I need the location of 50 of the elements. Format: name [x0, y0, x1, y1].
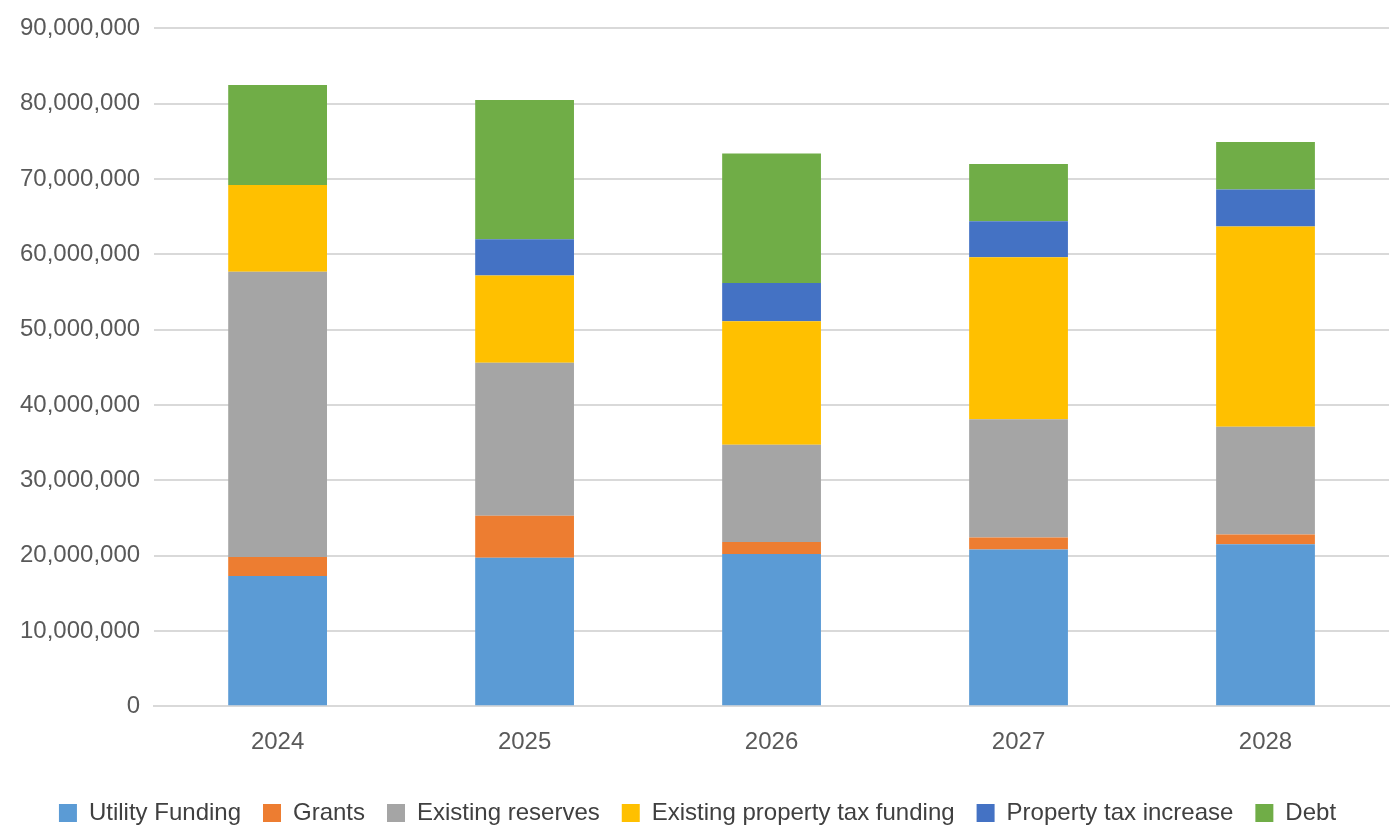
bar [475, 99, 574, 240]
y-tick-label: 70,000,000 [19, 163, 141, 191]
bar [722, 554, 821, 706]
legend-label: Debt [1285, 797, 1337, 825]
bar [969, 537, 1068, 550]
y-tick-label: 50,000,000 [19, 314, 141, 342]
bar [228, 575, 327, 706]
bar [1216, 226, 1315, 427]
y-tick-label: 90,000,000 [19, 13, 141, 41]
bar [228, 185, 327, 272]
legend-label: Property tax increase [1006, 797, 1234, 825]
bar [1216, 544, 1315, 706]
bar [1216, 426, 1315, 535]
legend-label: Grants [293, 797, 366, 825]
bar [722, 282, 821, 322]
bar [722, 153, 821, 283]
y-tick-label: 40,000,000 [19, 389, 141, 417]
y-tick-label: 20,000,000 [19, 540, 141, 568]
bar [722, 542, 821, 555]
bar [228, 84, 327, 186]
bar [969, 221, 1068, 258]
bar [969, 549, 1068, 706]
y-tick-label: 80,000,000 [19, 88, 141, 116]
bar [228, 557, 327, 576]
x-tick-label: 2025 [497, 727, 552, 755]
bar [1216, 534, 1315, 545]
bar [475, 557, 574, 706]
bar [475, 239, 574, 276]
bar [1216, 189, 1315, 227]
y-tick-label: 30,000,000 [19, 464, 141, 492]
x-tick-label: 2024 [250, 727, 305, 755]
legend-label: Existing reserves [417, 797, 600, 825]
bar [722, 321, 821, 445]
bar [969, 257, 1068, 420]
x-tick-label: 2027 [991, 727, 1046, 755]
bar [475, 275, 574, 363]
bar [969, 163, 1068, 222]
bar [1216, 142, 1315, 190]
bar [722, 444, 821, 543]
bar [475, 515, 574, 558]
y-tick-label: 10,000,000 [19, 615, 141, 643]
x-tick-label: 2026 [744, 727, 799, 755]
bar [475, 362, 574, 516]
legend-label: Utility Funding [88, 797, 241, 825]
bar [969, 419, 1068, 538]
x-tick-label: 2028 [1238, 727, 1293, 755]
bar [228, 271, 327, 558]
y-tick-label: 0 [126, 690, 141, 718]
legend-label: Existing property tax funding [651, 797, 955, 825]
y-tick-label: 60,000,000 [19, 238, 141, 266]
